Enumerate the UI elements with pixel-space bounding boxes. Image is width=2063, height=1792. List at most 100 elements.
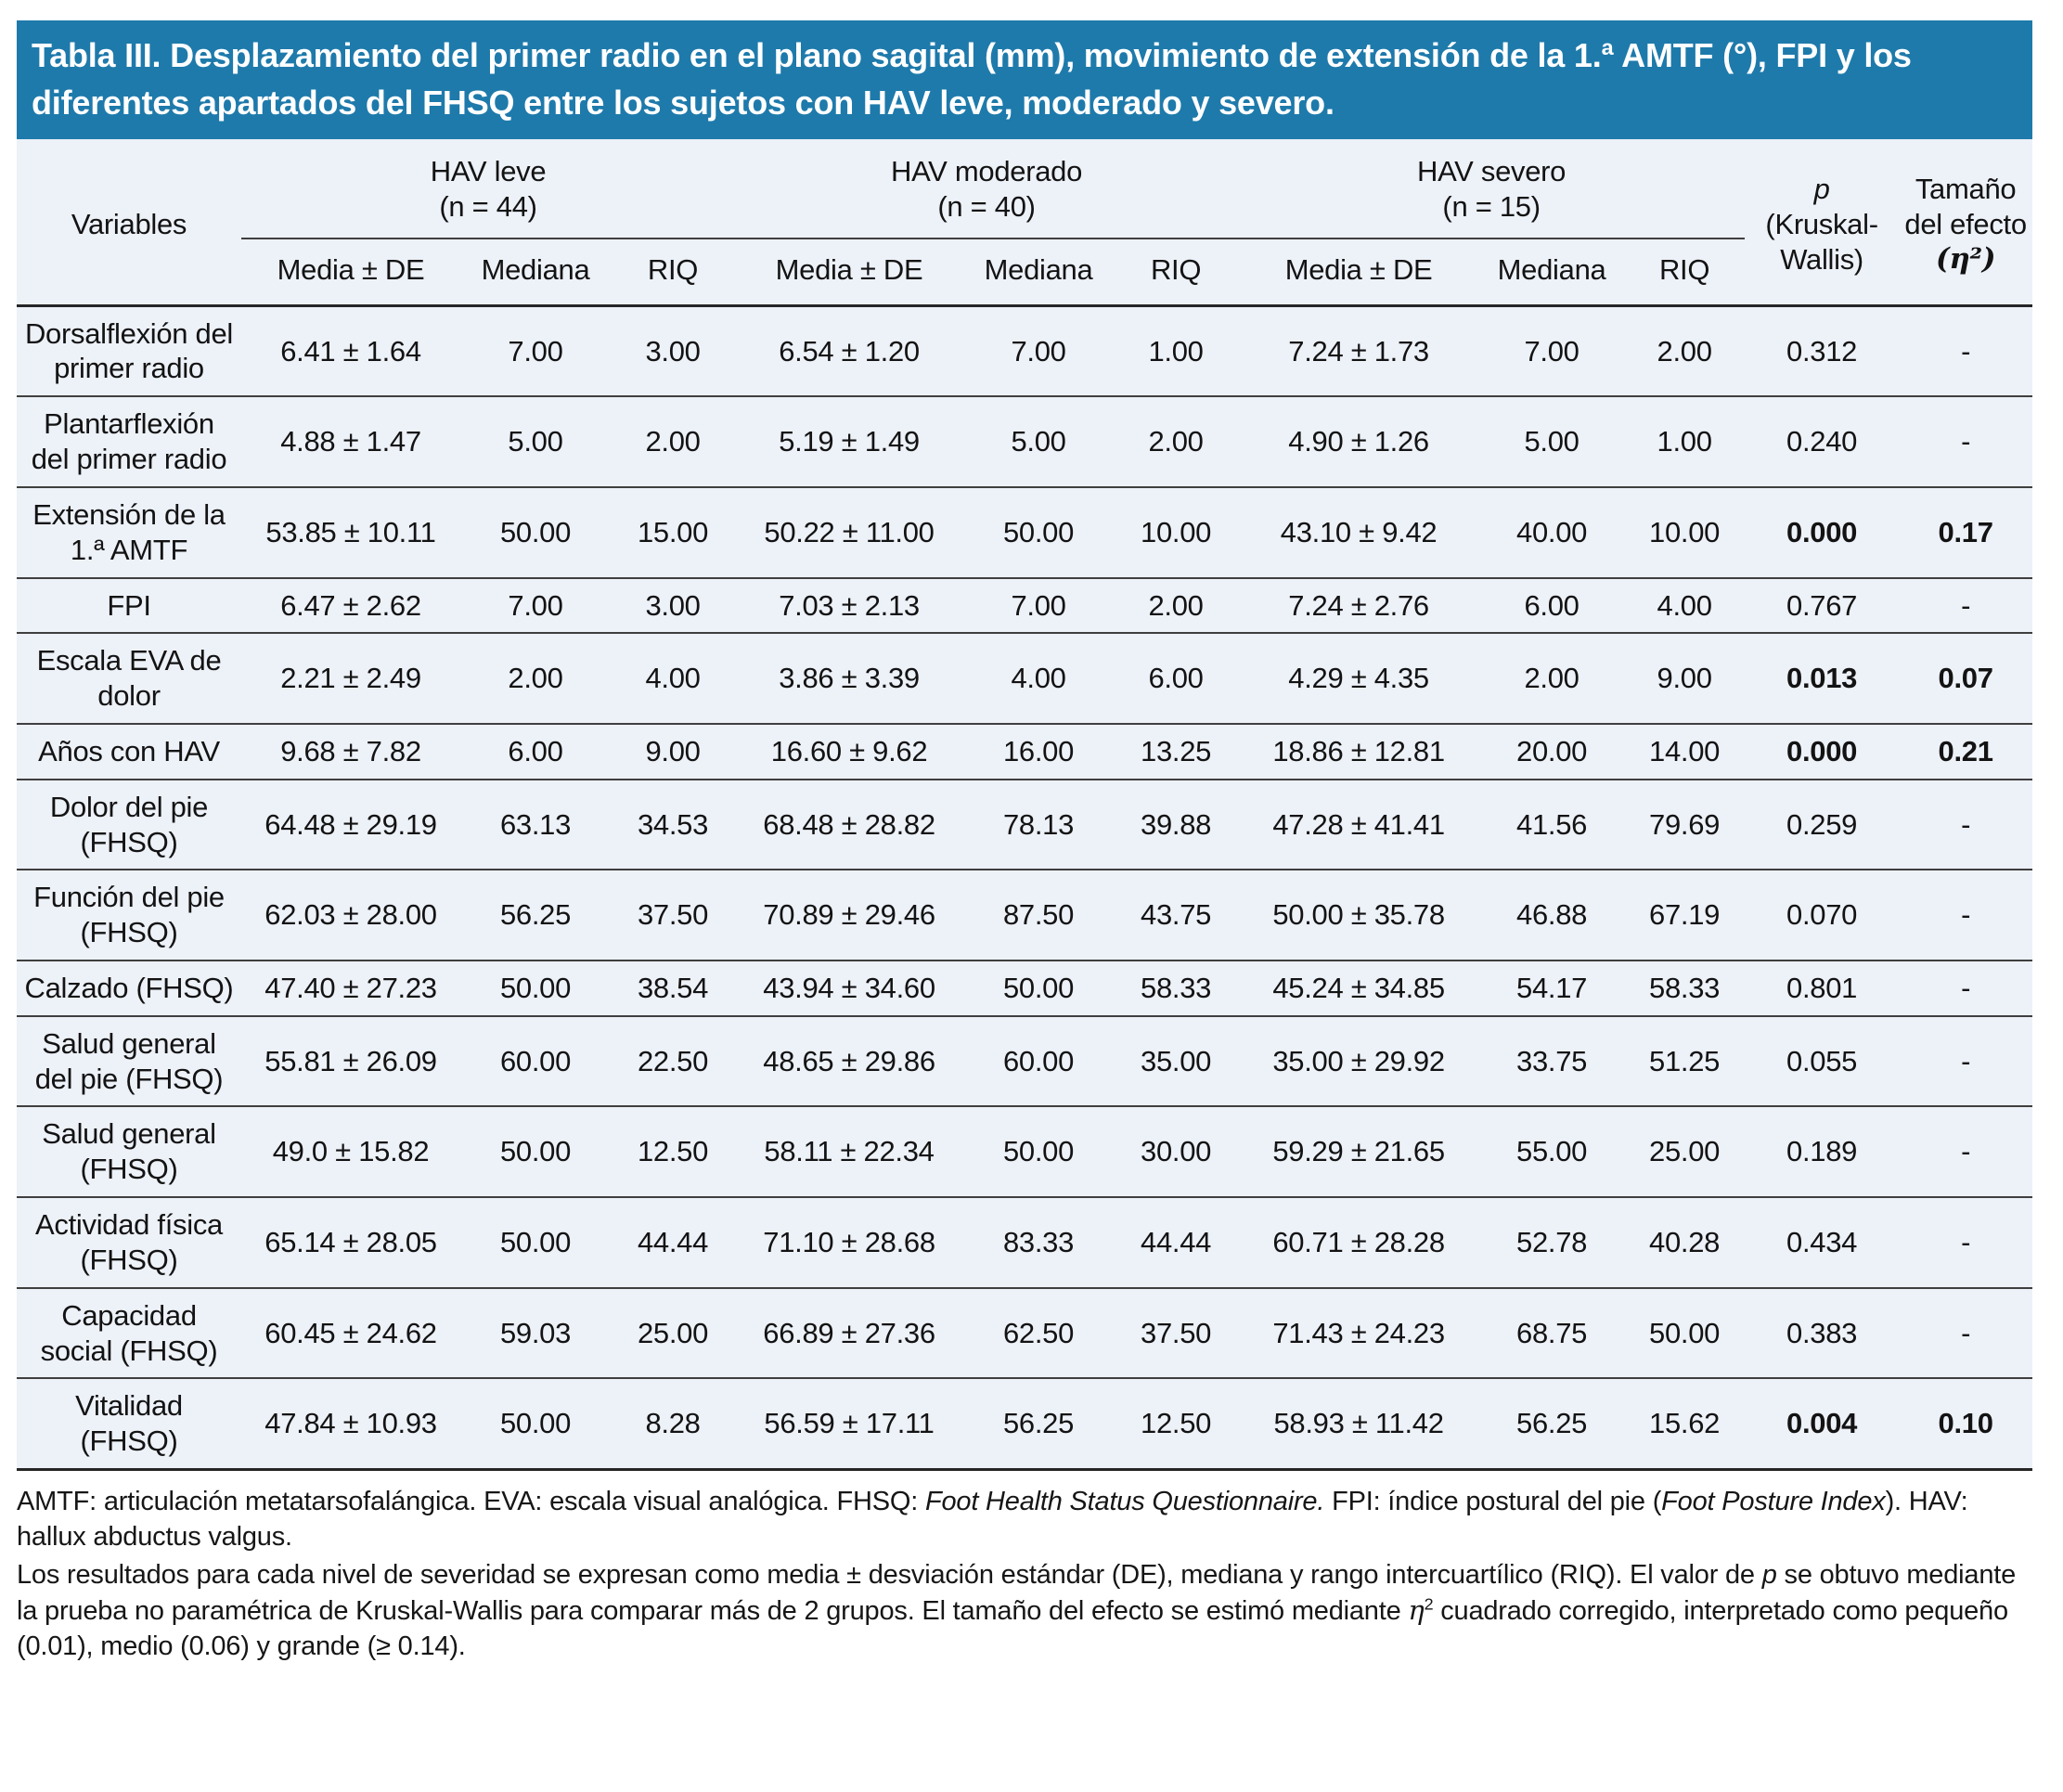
value-cell: 48.65 ± 29.86 (763, 1044, 935, 1077)
value-cell: 16.60 ± 9.62 (770, 734, 928, 767)
value-cell: 18.86 ± 12.81 (1272, 734, 1445, 767)
effect-size-header: Tamaño del efecto (η²) (1899, 139, 2032, 305)
footnote-segment: Foot Posture Index (1661, 1486, 1886, 1516)
value-cell: 43.75 (1141, 898, 1212, 932)
value-cell: 87.50 (1002, 898, 1075, 932)
value-cell: 60.00 (499, 1044, 572, 1077)
value-cell: 7.00 (508, 588, 563, 622)
effect-size-cell: 0.17 (1938, 515, 1993, 548)
table-row: Escala EVA de dolor 2.21 ± 2.49 2.00 4.00 3.… (17, 633, 2033, 724)
group-name: HAV severo (1417, 155, 1567, 188)
variable-label: Plantarflexión del primer radio (31, 407, 227, 476)
value-cell: 16.00 (1002, 734, 1075, 767)
value-cell: 9.68 ± 7.82 (280, 734, 421, 767)
group-header-hav-severo: HAV severo (n = 15) (1238, 139, 1746, 239)
value-cell: 5.00 (508, 425, 563, 458)
table-row: Actividad física (FHSQ) 65.14 ± 28.05 50.0… (17, 1197, 2033, 1288)
p-value-cell: 0.004 (1786, 1407, 1858, 1440)
footnote-segment: se obtuvo mediante la prueba no paramétr… (17, 1559, 2017, 1626)
value-cell: 2.00 (1148, 588, 1204, 622)
value-cell: 39.88 (1141, 807, 1212, 841)
value-cell: 10.00 (1141, 515, 1212, 548)
table-row: Vitalidad (FHSQ) 47.84 ± 10.93 50.00 8.28 56… (17, 1378, 2033, 1470)
value-cell: 40.00 (1516, 515, 1588, 548)
value-cell: 7.00 (1011, 334, 1066, 367)
value-cell: 67.19 (1649, 898, 1721, 932)
effect-size-cell: - (1961, 1226, 1971, 1258)
table-row: Calzado (FHSQ) 47.40 ± 27.23 50.00 38.54 43.… (17, 960, 2033, 1016)
effect-size-cell: 0.21 (1938, 734, 1993, 767)
value-cell: 54.17 (1516, 972, 1588, 1005)
value-cell: 56.59 ± 17.11 (764, 1407, 935, 1440)
table-row: Extensión de la 1.ª AMTF 53.85 ± 10.11 50.… (17, 487, 2033, 578)
footnote-segment: AMTF: articulación metatarsofalángica. E… (17, 1486, 925, 1516)
footnote-segment: p (1761, 1559, 1777, 1590)
value-cell: 15.62 (1649, 1407, 1721, 1440)
value-cell: 50.00 (499, 972, 572, 1005)
value-cell: 40.28 (1649, 1226, 1721, 1258)
p-value-cell: 0.383 (1786, 1316, 1858, 1349)
group-header-hav-leve: HAV leve (n = 44) (241, 139, 736, 239)
value-cell: 2.00 (1524, 662, 1579, 695)
table-body: Dorsalflexión del primer radio 6.41 ± 1.6… (17, 305, 2033, 1470)
value-cell: 44.44 (1141, 1226, 1212, 1258)
value-cell: 4.00 (645, 662, 701, 695)
value-cell: 79.69 (1649, 807, 1721, 841)
value-cell: 51.25 (1649, 1044, 1721, 1077)
value-cell: 70.89 ± 29.46 (763, 898, 935, 932)
p-value-cell: 0.259 (1786, 807, 1858, 841)
value-cell: 13.25 (1141, 734, 1212, 767)
effect-size-cell: 0.10 (1938, 1407, 1993, 1440)
value-cell: 65.14 ± 28.05 (264, 1226, 437, 1258)
value-cell: 2.21 ± 2.49 (280, 662, 421, 695)
value-cell: 9.00 (645, 734, 701, 767)
group-header-row: Variables HAV leve (n = 44) HAV moderado… (17, 139, 2032, 276)
p-value-cell: 0.801 (1786, 972, 1858, 1005)
value-cell: 7.24 ± 1.73 (1288, 334, 1429, 367)
subheader-mediana: Mediana (1497, 252, 1606, 286)
value-cell: 6.00 (508, 734, 563, 767)
value-cell: 20.00 (1516, 734, 1588, 767)
value-cell: 60.71 ± 28.28 (1272, 1226, 1445, 1258)
footnote-segment: η (1408, 1593, 1425, 1626)
value-cell: 15.00 (637, 515, 709, 548)
value-cell: 59.29 ± 21.65 (1272, 1135, 1445, 1168)
value-cell: 7.00 (1524, 334, 1579, 367)
table-row: Dorsalflexión del primer radio 6.41 ± 1.6… (17, 305, 2033, 397)
footnote-line: Los resultados para cada nivel de severi… (17, 1557, 2032, 1665)
value-cell: 50.00 (499, 1407, 572, 1440)
value-cell: 37.50 (1141, 1316, 1212, 1349)
value-cell: 1.00 (1657, 425, 1712, 458)
value-cell: 55.00 (1516, 1135, 1588, 1168)
value-cell: 55.81 ± 26.09 (264, 1044, 437, 1077)
variable-label: Escala EVA de dolor (36, 644, 222, 713)
value-cell: 6.00 (1148, 662, 1204, 695)
value-cell: 7.00 (508, 334, 563, 367)
p-value-cell: 0.434 (1786, 1226, 1858, 1258)
group-n: (n = 15) (1442, 190, 1541, 224)
table-row: Plantarflexión del primer radio 4.88 ± 1.… (17, 396, 2033, 487)
effect-label: Tamaño del efecto (1904, 172, 2027, 240)
value-cell: 12.50 (637, 1135, 709, 1168)
group-n: (n = 44) (439, 190, 537, 224)
variable-label: Años con HAV (38, 734, 220, 767)
value-cell: 45.24 ± 34.85 (1272, 972, 1445, 1005)
value-cell: 62.03 ± 28.00 (264, 898, 437, 932)
value-cell: 4.88 ± 1.47 (280, 425, 421, 458)
value-cell: 7.24 ± 2.76 (1288, 588, 1429, 622)
value-cell: 3.86 ± 3.39 (779, 662, 920, 695)
table-row: Salud general (FHSQ) 49.0 ± 15.82 50.00 12.… (17, 1106, 2033, 1198)
value-cell: 9.00 (1657, 662, 1712, 695)
value-cell: 2.00 (645, 425, 701, 458)
sub-header-row: Media ± DE Mediana RIQ Media ± DE Median… (17, 239, 2033, 306)
value-cell: 30.00 (1141, 1135, 1212, 1168)
value-cell: 46.88 (1516, 898, 1588, 932)
subheader-media-de: Media ± DE (775, 252, 923, 286)
value-cell: 7.00 (1011, 588, 1066, 622)
value-cell: 50.22 ± 11.00 (764, 515, 935, 548)
variable-label: Salud general (FHSQ) (42, 1117, 216, 1186)
footnote-segment: cuadrado corregido, interpretado como pe… (17, 1595, 2008, 1662)
table-row: Dolor del pie (FHSQ) 64.48 ± 29.19 63.13 34… (17, 780, 2033, 870)
subheader-media-de: Media ± DE (1284, 252, 1433, 286)
